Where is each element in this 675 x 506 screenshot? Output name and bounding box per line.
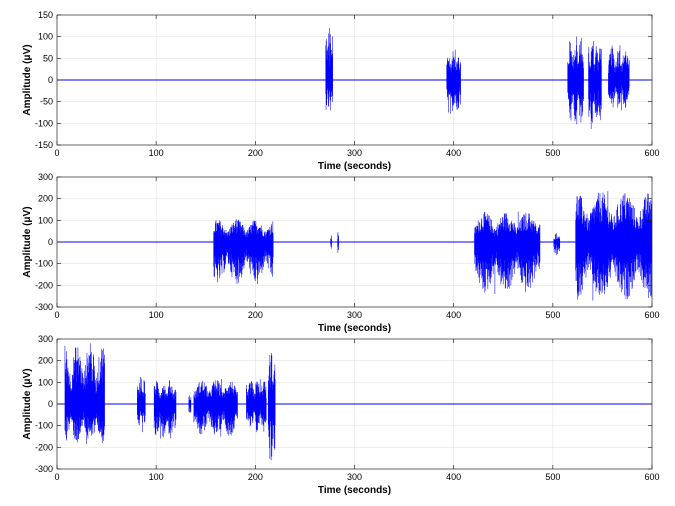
x-tick-label: 400 (446, 148, 461, 158)
signal-burst (188, 395, 192, 413)
signal-burst (193, 379, 238, 437)
signal-burst (337, 232, 339, 253)
x-tick-label: 300 (347, 148, 362, 158)
y-tick-label: 100 (38, 377, 53, 387)
signal-burst (608, 45, 630, 111)
signal-burst (137, 376, 146, 433)
y-tick-label: 0 (48, 399, 53, 409)
x-axis-label: Time (seconds) (318, 161, 391, 172)
x-tick-label: 500 (545, 472, 560, 482)
signal-series (57, 343, 652, 461)
y-tick-label: -100 (35, 118, 53, 128)
signal-burst (446, 49, 461, 114)
x-tick-label: 300 (347, 472, 362, 482)
panels: 0 100 200 300 400 500 600 -150 -100 -50 0 50 100 150 T… (22, 10, 660, 496)
signal-burst (325, 28, 333, 111)
x-tick-label: 200 (248, 148, 263, 158)
y-tick-label: -100 (35, 421, 53, 431)
signal-burst (267, 353, 276, 461)
y-axis-label: Amplitude (μV) (22, 44, 33, 115)
signal-burst (246, 379, 267, 433)
y-tick-label: -150 (35, 140, 53, 150)
y-axis-label: Amplitude (μV) (22, 368, 33, 439)
x-tick-label: 100 (149, 472, 164, 482)
x-tick-label: 600 (644, 148, 659, 158)
y-tick-label: 0 (48, 75, 53, 85)
y-axis-label: Amplitude (μV) (22, 206, 33, 277)
y-tick-label: 0 (48, 237, 53, 247)
x-tick-label: 200 (248, 310, 263, 320)
panel-1: 0 100 200 300 400 500 600 -150 -100 -50 0 50 100 150 T… (22, 10, 660, 172)
signal-burst (153, 380, 177, 439)
y-tick-label: -300 (35, 302, 53, 312)
y-tick-label: 200 (38, 356, 53, 366)
signal-burst (553, 233, 561, 255)
y-tick-label: 50 (43, 53, 53, 63)
y-tick-label: -300 (35, 464, 53, 474)
signal-burst (64, 343, 105, 445)
y-tick-label: -200 (35, 280, 53, 290)
x-tick-label: 300 (347, 310, 362, 320)
x-tick-label: 0 (54, 310, 59, 320)
x-tick-label: 600 (644, 472, 659, 482)
signal-burst (575, 191, 652, 301)
x-tick-label: 100 (149, 148, 164, 158)
y-tick-label: 150 (38, 10, 53, 20)
x-axis-label: Time (seconds) (318, 323, 391, 334)
x-tick-label: 500 (545, 148, 560, 158)
signal-burst (330, 235, 332, 249)
y-tick-label: 300 (38, 334, 53, 344)
x-tick-label: 0 (54, 472, 59, 482)
x-tick-label: 200 (248, 472, 263, 482)
x-tick-label: 400 (446, 472, 461, 482)
x-axis-label: Time (seconds) (318, 485, 391, 496)
x-tick-label: 500 (545, 310, 560, 320)
x-tick-label: 600 (644, 310, 659, 320)
signal-burst (588, 41, 602, 129)
signal-burst (474, 211, 541, 294)
signal-burst (213, 219, 274, 285)
panel-2: 0 100 200 300 400 500 600 -300 -200 -100 0 100 200 30… (22, 172, 660, 334)
y-tick-label: 100 (38, 32, 53, 42)
signal-series (57, 191, 652, 301)
y-tick-label: 100 (38, 215, 53, 225)
y-tick-label: -200 (35, 442, 53, 452)
panel-3: 0 100 200 300 400 500 600 -300 -200 -100 0 100 200 30… (22, 334, 660, 496)
x-tick-label: 0 (54, 148, 59, 158)
y-tick-label: -50 (40, 97, 53, 107)
y-tick-label: -100 (35, 259, 53, 269)
x-tick-label: 100 (149, 310, 164, 320)
y-tick-label: 300 (38, 172, 53, 182)
x-tick-label: 400 (446, 310, 461, 320)
y-tick-label: 200 (38, 194, 53, 204)
signal-burst (567, 36, 584, 125)
signal-series (57, 28, 652, 129)
